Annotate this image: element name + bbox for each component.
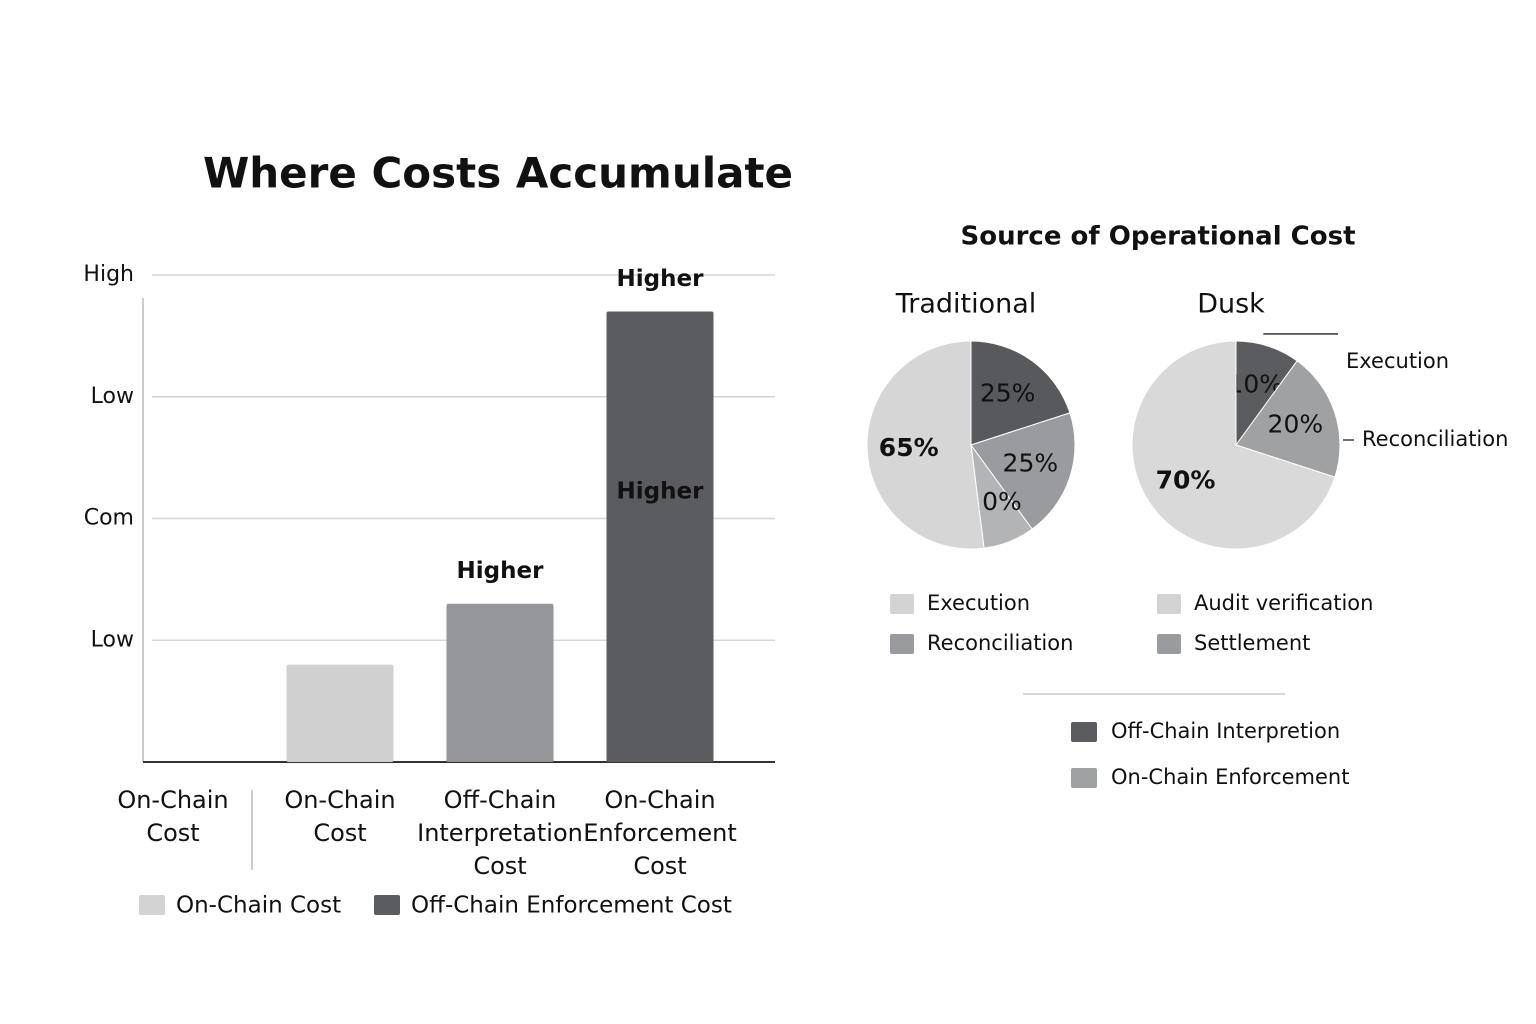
pie-subtitle: Dusk [1197,289,1265,320]
legend-swatch [1071,722,1097,742]
y-tick-label: High [83,262,134,287]
legend-label: Execution [927,591,1030,615]
legend-swatch [1157,634,1181,654]
pie-label: 25% [980,379,1036,408]
callout-label: Execution [1346,349,1449,373]
x-tick-label: On-Chain Cost [117,786,228,847]
bar [446,603,554,762]
x-tick-label: Off-Chain Interpretation Cost [417,786,583,880]
legend-label: Settlement [1194,631,1310,655]
pie-label: 65% [879,433,939,462]
pie-slice [866,340,985,550]
y-tick-label: Low [91,384,134,409]
pie-label: 25% [1003,448,1059,477]
legend-swatch [139,895,165,915]
legend-label: Audit verification [1194,591,1373,615]
pie-slice [1131,340,1336,550]
x-tick-label: On-Chain Cost [284,786,395,847]
legend-label: Off-Chain Enforcement Cost [411,893,732,919]
pie-slice [1235,360,1341,478]
legend-swatch [1157,594,1181,614]
legend-swatch [890,594,914,614]
legend-swatch [890,634,914,654]
bar [286,664,394,762]
pie-label: 70% [1156,466,1216,495]
legend-label: On-Chain Enforcement [1111,765,1349,789]
pie-slice [970,412,1076,530]
pie-slice [970,340,1071,446]
legend-label: Reconciliation [927,631,1073,655]
legend-label: On-Chain Cost [176,893,341,919]
y-tick-label: Low [91,627,134,652]
data-label: Higher [457,558,545,584]
callout-label: Reconciliation [1362,427,1508,451]
x-tick-label: On-Chain Enforcement Cost [583,786,737,880]
legend-label: Off-Chain Interpretion [1111,719,1340,743]
bar-annotation: Higher [617,478,705,504]
pie-label: 20% [1268,410,1324,439]
chart-title: Where Costs Accumulate [203,149,793,198]
legend-swatch [374,895,400,915]
bar [606,311,714,762]
y-tick-label: Com [84,506,134,531]
legend-swatch [1071,768,1097,788]
pie-panel-title: Source of Operational Cost [960,222,1355,252]
pie-subtitle: Traditional [895,289,1037,320]
data-label: Higher [617,266,705,292]
